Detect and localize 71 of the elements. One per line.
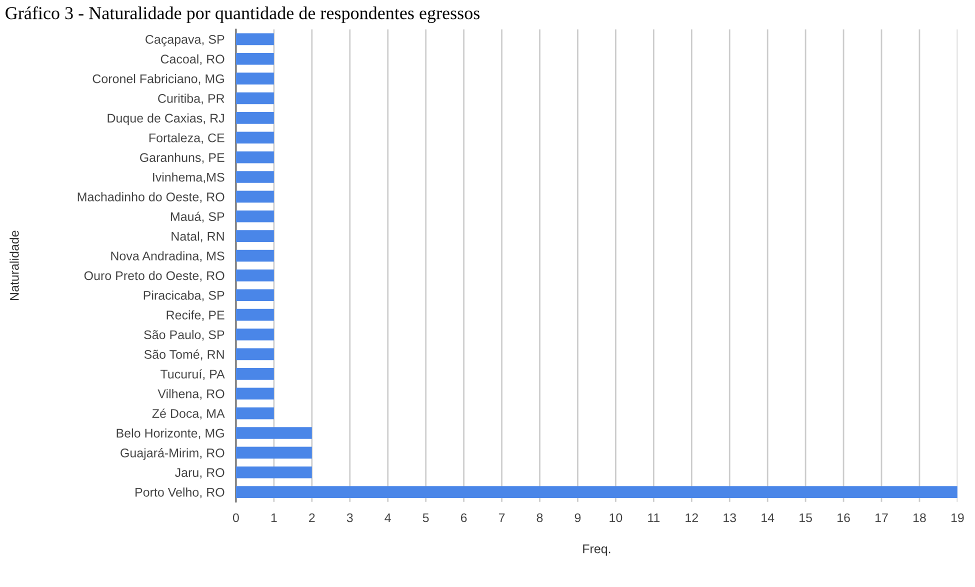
y-tick-label: Jaru, RO (175, 468, 224, 478)
y-tick-label: Nova Andradina, MS (111, 251, 224, 262)
bar (236, 328, 274, 340)
x-tick-label: 9 (574, 513, 581, 522)
x-tick-label: 0 (232, 513, 239, 522)
x-tick-label: 15 (800, 513, 812, 522)
y-tick-label: Belo Horizonte, MG (116, 428, 224, 440)
chart-title: Gráfico 3 - Naturalidade por quantidade de respondentes egressos (6, 6, 480, 23)
bar (236, 33, 274, 46)
x-tick-label: 8 (536, 513, 543, 522)
y-tick-label: Machadinho do Oeste, RO (78, 192, 224, 203)
x-tick-label: 6 (460, 513, 467, 522)
bar (236, 486, 958, 498)
y-tick-label: Mauá, SP (170, 212, 224, 223)
bar (236, 427, 312, 439)
x-tick-label: 7 (498, 513, 505, 522)
y-tick-label: Ivinhema,MS (153, 172, 224, 184)
x-tick-label: 13 (724, 513, 736, 522)
bar (236, 308, 274, 321)
bar (236, 348, 274, 360)
y-tick-label: Zé Doca, MA (152, 408, 225, 420)
bar (236, 112, 274, 124)
bar (236, 388, 274, 400)
y-tick-label: Caçapava, SP (146, 34, 224, 46)
bar (236, 230, 274, 242)
y-tick-label: Ouro Preto do Oeste, RO (84, 270, 224, 282)
y-tick-label: Vilhena, RO (158, 389, 224, 400)
y-tick-label: Piracicaba, SP (144, 290, 224, 302)
y-tick-label: Porto Velho, RO (136, 488, 224, 498)
bar (236, 151, 274, 164)
bar (236, 210, 274, 222)
x-tick-label: 12 (686, 513, 698, 522)
y-tick-label: Garanhuns, PE (140, 152, 224, 164)
y-tick-label: Tucuruí, PA (160, 369, 225, 380)
bar (236, 407, 274, 420)
bar (236, 270, 274, 282)
x-tick-label: 3 (346, 513, 353, 522)
bar (236, 368, 274, 380)
x-tick-label: 5 (422, 513, 429, 522)
y-tick-label: Cacoal, RO (160, 54, 224, 66)
y-axis-title: Naturalidade (10, 230, 19, 300)
bar (236, 289, 274, 302)
x-tick-label: 11 (648, 513, 660, 522)
bar (236, 52, 274, 65)
bar (236, 250, 274, 262)
x-tick-label: 1 (271, 513, 277, 522)
bar (236, 190, 274, 203)
y-tick-label: Curitiba, PR (158, 94, 224, 104)
y-tick-label: Guajará-Mirim, RO (120, 448, 224, 460)
x-axis-title: Freq. (583, 544, 610, 556)
bar (236, 446, 312, 459)
x-tick-label: 19 (951, 513, 964, 522)
bar (236, 132, 274, 144)
x-tick-label: 4 (384, 513, 391, 522)
y-tick-label: São Tomé, RN (144, 350, 224, 360)
bar (236, 92, 274, 104)
y-tick-label: Coronel Fabriciano, MG (92, 74, 224, 85)
y-tick-label: São Paulo, SP (144, 330, 224, 341)
x-tick-label: 18 (913, 513, 926, 522)
bar (236, 466, 312, 478)
x-tick-label: 14 (762, 513, 774, 522)
y-tick-label: Recife, PE (166, 310, 224, 321)
x-tick-label: 10 (610, 513, 622, 522)
y-tick-label: Natal, RN (172, 232, 224, 242)
bar (236, 72, 274, 84)
x-tick-label: 17 (876, 513, 888, 522)
y-tick-label: Fortaleza, CE (149, 133, 224, 144)
y-tick-label: Duque de Caxias, RJ (108, 113, 224, 126)
x-tick-label: 16 (838, 513, 850, 522)
bar (236, 171, 274, 183)
x-tick-label: 2 (309, 513, 315, 522)
